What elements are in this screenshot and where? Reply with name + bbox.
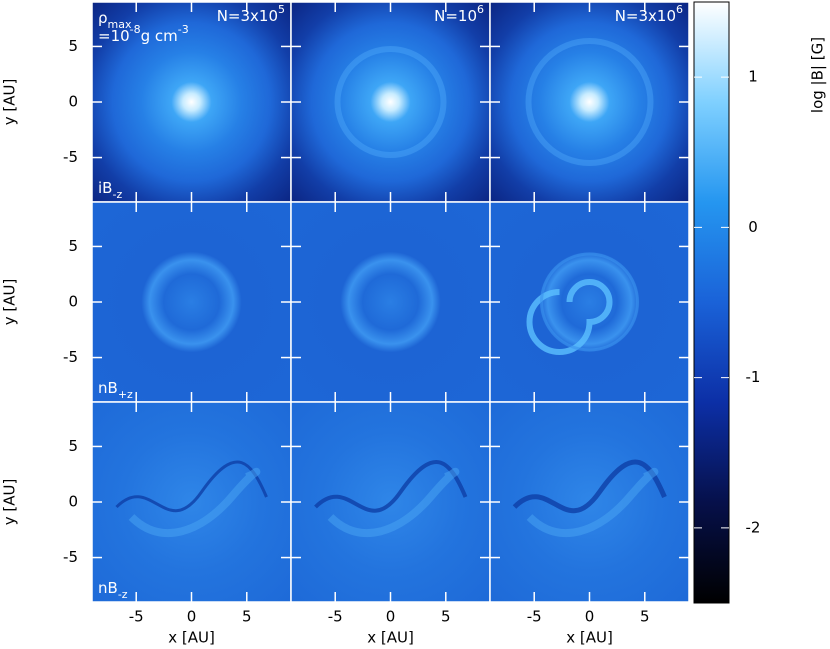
row-label: iB-z	[98, 179, 122, 201]
panel-structure	[540, 252, 639, 352]
colorbar-tick-label: -1	[746, 368, 761, 386]
text-part: iB	[98, 179, 112, 197]
row-label: nB+z	[98, 379, 133, 401]
x-tick-label: 5	[242, 608, 252, 626]
colorbar-tick-label: -2	[746, 518, 761, 536]
text-part: nB	[98, 579, 118, 597]
y-tick-label: 5	[68, 437, 78, 455]
text-part: g cm	[141, 27, 178, 45]
text-part: max	[108, 18, 132, 31]
panel-image	[92, 2, 291, 202]
y-tick-label: 5	[68, 237, 78, 255]
x-tick-label: -5	[527, 608, 542, 626]
text-part: -3	[178, 23, 189, 36]
y-tick-label: 0	[68, 493, 78, 511]
y-axis-label: y [AU]	[1, 279, 19, 326]
panels	[91, 1, 690, 603]
text-part: N=3x10	[217, 7, 278, 25]
x-tick-label: 0	[585, 608, 595, 626]
column-label: N=106	[434, 3, 484, 25]
panel-image	[490, 2, 689, 202]
text-part: -8	[130, 23, 141, 36]
annotation: ρmax	[98, 9, 132, 31]
colorbar-label: log |B| [G]	[809, 37, 827, 113]
panel-structure	[526, 467, 659, 537]
panel-image	[490, 202, 689, 402]
text-part: -z	[112, 188, 122, 201]
colorbar-tick-label: 1	[748, 68, 758, 86]
text-part: 6	[477, 3, 484, 16]
panel-structure	[314, 459, 468, 513]
y-axis-label: y [AU]	[1, 79, 19, 126]
panel-structure	[115, 460, 268, 513]
y-tick-label: -5	[63, 148, 78, 166]
panel-image	[92, 202, 291, 402]
panel-structure	[128, 467, 261, 537]
y-axis-label: y [AU]	[1, 479, 19, 526]
colorbar	[693, 1, 730, 604]
text-part: 6	[676, 3, 683, 16]
panel-structure	[334, 46, 447, 158]
x-tick-label: 5	[640, 608, 650, 626]
text-part: N=3x10	[615, 7, 676, 25]
y-tick-label: 5	[68, 37, 78, 55]
x-tick-label: 0	[386, 608, 396, 626]
x-axis-label: x [AU]	[168, 629, 215, 647]
row-label: nB-z	[98, 579, 128, 601]
x-tick-label: -5	[328, 608, 343, 626]
text-part: 5	[278, 3, 285, 16]
y-tick-label: 0	[68, 293, 78, 311]
text-part: +z	[118, 388, 133, 401]
x-tick-label: 5	[441, 608, 451, 626]
x-tick-label: -5	[129, 608, 144, 626]
text-part: ρ	[98, 9, 108, 27]
text-part: nB	[98, 379, 118, 397]
column-label: N=3x106	[615, 3, 683, 25]
x-axis-label: x [AU]	[367, 629, 414, 647]
panel-structure	[512, 459, 667, 514]
panel-image	[291, 202, 490, 402]
panel-structure	[526, 279, 613, 355]
y-tick-label: 0	[68, 93, 78, 111]
panel-structure	[525, 38, 654, 166]
x-tick-label: 0	[187, 608, 197, 626]
panel-structure	[327, 467, 460, 537]
panel-image	[291, 2, 490, 202]
text-part: N=10	[434, 7, 477, 25]
colorbar-tick-label: 0	[748, 218, 758, 236]
y-tick-label: -5	[63, 348, 78, 366]
text-part: -z	[118, 588, 128, 601]
text-part: =10	[98, 27, 130, 45]
x-axis-label: x [AU]	[566, 629, 613, 647]
column-label: N=3x105	[217, 3, 285, 25]
y-tick-label: -5	[63, 548, 78, 566]
annotation: =10-8g cm-3	[98, 23, 189, 45]
